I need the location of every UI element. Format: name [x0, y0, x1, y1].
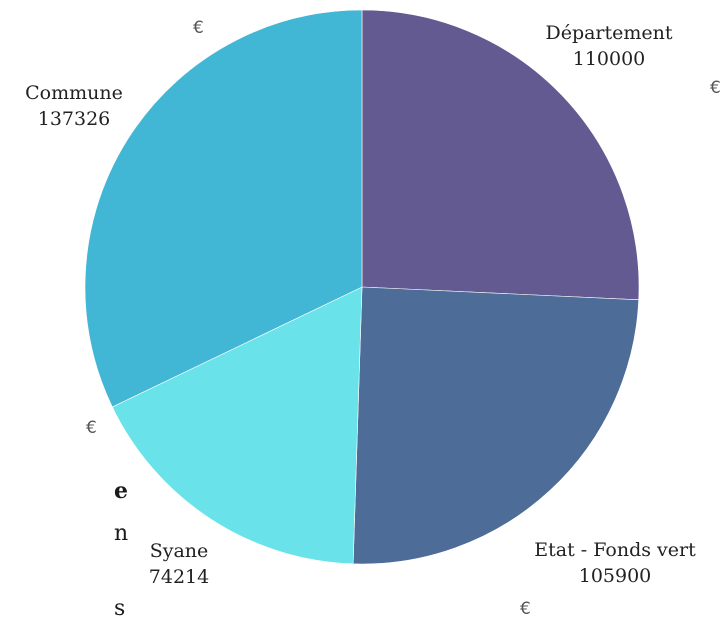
partial-text-n: n [114, 521, 129, 546]
euro-symbol: € [520, 599, 531, 619]
slice-value: 137326 [37, 108, 111, 130]
slice-name: Etat - Fonds vert [534, 539, 696, 561]
euro-symbol: € [86, 418, 97, 438]
euro-symbol: € [710, 78, 721, 98]
euro-symbol: € [193, 18, 204, 38]
slice-name: Commune [25, 82, 123, 104]
partial-text-s: s [114, 596, 126, 621]
partial-text-e: e [114, 478, 128, 504]
pie-slice-2 [111, 286, 363, 565]
slice-label-departement: Département 110000 [545, 20, 672, 72]
slice-value: 110000 [572, 48, 646, 70]
slice-value: 105900 [578, 565, 652, 587]
slice-label-commune: Commune 137326 [25, 80, 123, 132]
slice-value: 74214 [148, 566, 210, 588]
pie-slice-1 [352, 286, 640, 565]
slice-label-syane: Syane 74214 [149, 538, 209, 590]
pie-slice-3 [84, 9, 363, 408]
slice-name: Département [545, 22, 673, 44]
slice-name: Syane [149, 540, 209, 562]
slice-label-etat-fonds-vert: Etat - Fonds vert 105900 [534, 537, 695, 589]
pie-slice-0 [361, 9, 640, 301]
